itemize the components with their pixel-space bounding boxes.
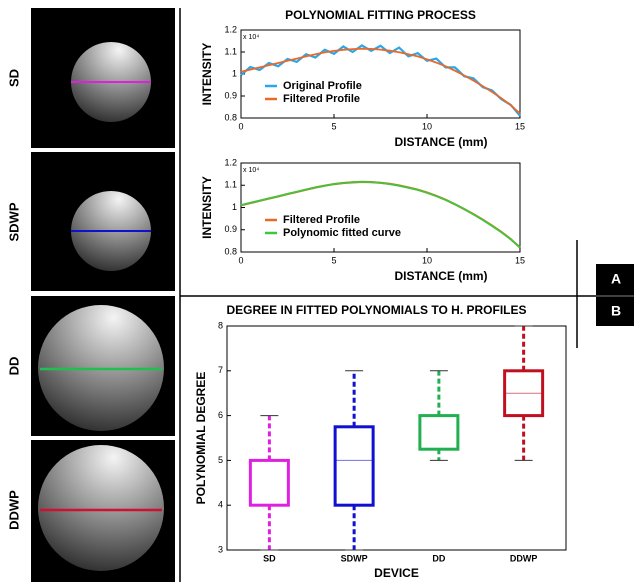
y-tick-label: 6 xyxy=(218,410,223,420)
y-axis-label: INTENSITY xyxy=(200,176,214,239)
chart-title: DEGREE IN FITTED POLYNOMIALS TO H. PROFI… xyxy=(226,303,526,317)
tab-label[interactable]: A xyxy=(611,271,621,287)
x-tick-label: SDWP xyxy=(341,553,368,563)
y-tick-label: 8 xyxy=(218,320,223,330)
y-tick-label: 3 xyxy=(218,544,223,554)
y-tick-label: 0.9 xyxy=(224,90,237,100)
x-tick-label: 15 xyxy=(515,255,525,265)
x-tick-label: 10 xyxy=(422,255,432,265)
x-tick-label: SD xyxy=(263,553,276,563)
y-tick-label: 1.2 xyxy=(224,24,237,34)
y-axis-label: POLYNOMIAL DEGREE xyxy=(194,372,208,505)
x-tick-label: 10 xyxy=(422,121,432,131)
y-axis-label: INTENSITY xyxy=(200,43,214,106)
legend-label: Filtered Profile xyxy=(283,93,360,105)
chart-title: POLYNOMIAL FITTING PROCESS xyxy=(285,8,476,22)
y-tick-label: 1 xyxy=(232,68,237,78)
row-label: DD xyxy=(6,357,21,376)
phantom xyxy=(38,445,164,571)
plot-area xyxy=(227,326,566,550)
y-tick-label: 5 xyxy=(218,455,223,465)
x-axis-label: DISTANCE (mm) xyxy=(394,135,487,149)
y-scale-label: x 10⁴ xyxy=(243,167,259,174)
y-scale-label: x 10⁴ xyxy=(243,34,259,41)
y-tick-label: 1.1 xyxy=(224,46,237,56)
x-tick-label: 0 xyxy=(238,121,243,131)
x-tick-label: DDWP xyxy=(510,553,538,563)
legend-label: Filtered Profile xyxy=(283,214,360,226)
y-tick-label: 1.1 xyxy=(224,180,237,190)
x-axis-label: DISTANCE (mm) xyxy=(394,269,487,283)
x-axis-label: DEVICE xyxy=(374,566,419,580)
x-tick-label: 5 xyxy=(331,121,336,131)
y-tick-label: 1 xyxy=(232,202,237,212)
figure: SD SDWP DD DDWP A B 0.80.911.11.2051015O… xyxy=(0,0,634,582)
y-tick-label: 0.8 xyxy=(224,246,237,256)
image-panels xyxy=(31,8,175,582)
row-label: SDWP xyxy=(6,202,21,241)
x-tick-label: 5 xyxy=(331,255,336,265)
tab-label[interactable]: B xyxy=(611,303,621,319)
y-tick-label: 4 xyxy=(218,500,223,510)
y-tick-label: 0.8 xyxy=(224,112,237,122)
legend-label: Polynomic fitted curve xyxy=(283,227,401,239)
x-tick-label: DD xyxy=(432,553,445,563)
x-tick-label: 0 xyxy=(238,255,243,265)
y-tick-label: 1.2 xyxy=(224,157,237,167)
legend-label: Original Profile xyxy=(283,80,362,92)
y-tick-label: 7 xyxy=(218,365,223,375)
row-label: SD xyxy=(6,69,21,87)
x-tick-label: 15 xyxy=(515,121,525,131)
row-label: DDWP xyxy=(6,490,21,530)
y-tick-label: 0.9 xyxy=(224,224,237,234)
